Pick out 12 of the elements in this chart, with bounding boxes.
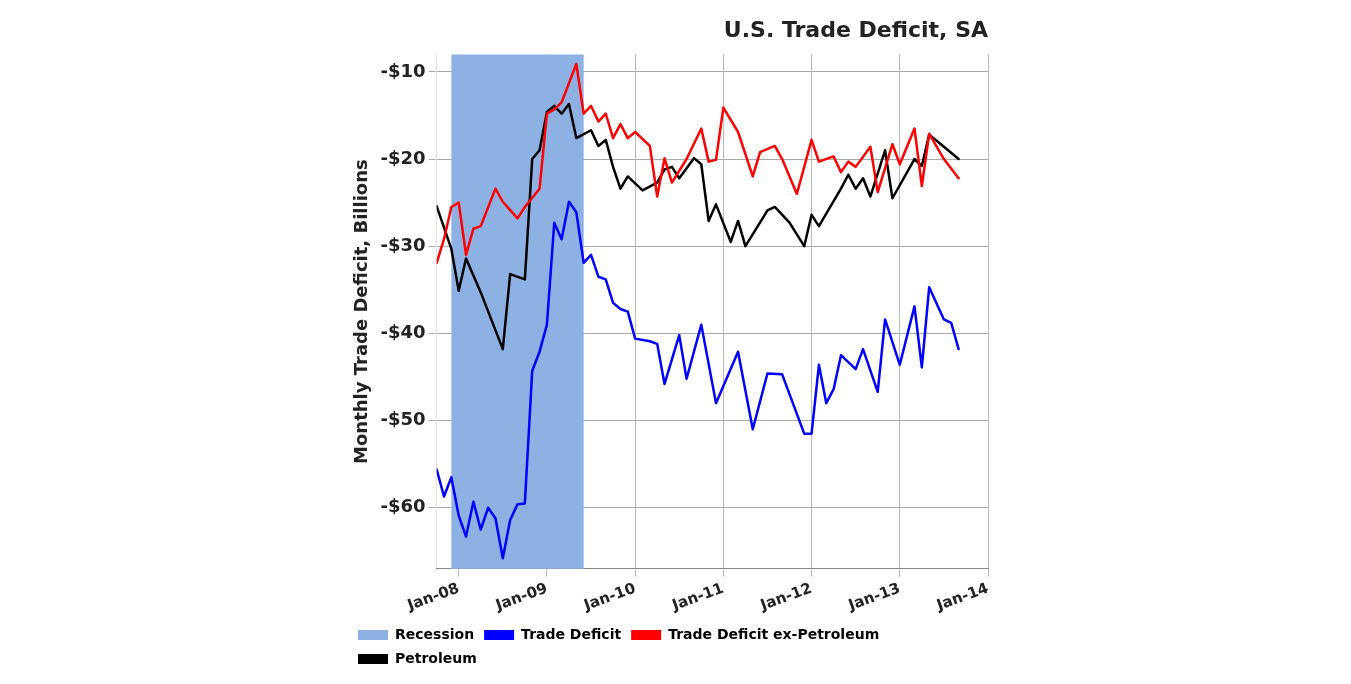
chart-title: U.S. Trade Deficit, SA bbox=[723, 16, 988, 42]
legend-label: Petroleum bbox=[395, 649, 477, 666]
y-tick-label: -$50 bbox=[380, 408, 426, 430]
y-tick-label: -$30 bbox=[380, 233, 426, 255]
legend-label: Trade Deficit ex-Petroleum bbox=[668, 625, 880, 642]
y-tick-label: -$20 bbox=[380, 146, 426, 168]
legend-label: Trade Deficit bbox=[521, 625, 622, 642]
legend-label: Recession bbox=[395, 625, 475, 642]
y-tick-label: -$40 bbox=[380, 321, 426, 343]
y-tick-label: -$60 bbox=[380, 495, 426, 517]
y-tick-label: -$10 bbox=[380, 59, 426, 81]
y-axis-title: Monthly Trade Deficit, Billions bbox=[350, 159, 372, 464]
